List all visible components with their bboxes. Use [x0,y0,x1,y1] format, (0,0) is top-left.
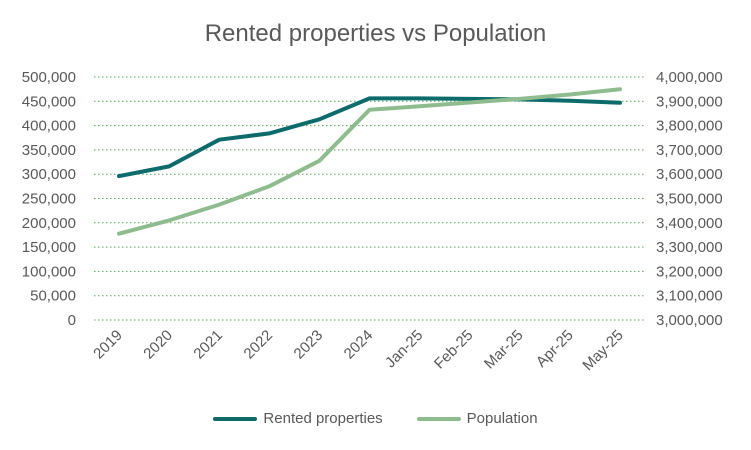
legend-label: Population [466,410,538,427]
y-left-tick-label: 100,000 [22,263,76,280]
y-right-tick-label: 3,900,000 [656,93,723,110]
legend-item-rented-properties: Rented properties [213,410,383,427]
x-tick-label: 2020 [140,327,176,363]
y-left-tick-label: 250,000 [22,191,76,208]
y-right-tick-label: 3,700,000 [656,142,723,159]
y-left-tick-label: 200,000 [22,215,76,232]
legend-label: Rented properties [263,410,383,427]
y-right-tick-label: 3,500,000 [656,191,723,208]
y-left-tick-label: 300,000 [22,166,76,183]
y-left-tick-label: 0 [68,312,76,329]
x-tick-label: Apr-25 [533,327,577,371]
x-tick-label: 2019 [90,327,126,363]
legend: Rented properties Population [0,410,751,427]
y-right-tick-label: 3,800,000 [656,118,723,135]
x-tick-label: Feb-25 [431,327,477,373]
y-right-tick-label: 3,200,000 [656,263,723,280]
legend-swatch [213,416,258,421]
y-right-tick-label: 3,000,000 [656,312,723,329]
y-left-tick-label: 400,000 [22,118,76,135]
x-tick-label: Jan-25 [382,327,426,371]
legend-swatch [416,416,461,421]
x-tick-label: 2023 [291,327,327,363]
y-right-tick-label: 3,300,000 [656,239,723,256]
y-right-tick-label: 3,100,000 [656,288,723,305]
legend-item-population: Population [416,410,538,427]
series-line-rented-properties [117,96,622,179]
x-tick-label: 2024 [341,327,377,363]
x-tick-label: Mar-25 [481,327,527,373]
x-tick-label: 2022 [241,327,277,363]
y-left-tick-label: 150,000 [22,239,76,256]
y-left-tick-label: 350,000 [22,142,76,159]
y-right-tick-label: 3,600,000 [656,166,723,183]
y-left-tick-label: 450,000 [22,93,76,110]
x-tick-label: 2021 [190,327,226,363]
y-left-tick-label: 500,000 [22,69,76,86]
y-right-tick-label: 3,400,000 [656,215,723,232]
x-tick-label: May-25 [579,327,626,374]
series-line-population [117,87,622,236]
y-right-tick-label: 4,000,000 [656,69,723,86]
y-left-tick-label: 50,000 [30,288,76,305]
chart-title: Rented properties vs Population [204,20,547,47]
